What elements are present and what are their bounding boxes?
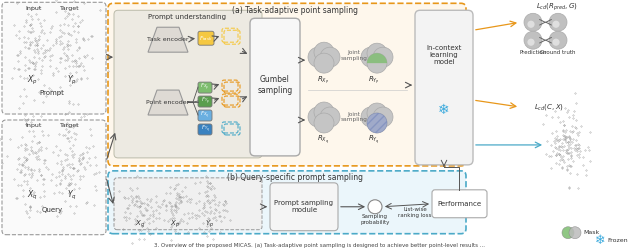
Text: Prediction: Prediction xyxy=(520,50,547,55)
Text: $X_q$: $X_q$ xyxy=(135,219,145,231)
Circle shape xyxy=(314,42,334,62)
Text: $F_{X_q}$: $F_{X_q}$ xyxy=(200,110,209,121)
FancyBboxPatch shape xyxy=(114,178,262,230)
Text: Mask: Mask xyxy=(583,230,599,235)
Circle shape xyxy=(367,53,387,73)
Text: (b) Query-specific prompt sampling: (b) Query-specific prompt sampling xyxy=(227,173,363,182)
Text: ❄: ❄ xyxy=(438,103,450,117)
Circle shape xyxy=(367,43,387,63)
Text: In-context
learning
model: In-context learning model xyxy=(426,45,461,65)
Text: $F_{Y_q}$: $F_{Y_q}$ xyxy=(200,124,209,135)
Circle shape xyxy=(314,53,334,73)
Text: Target: Target xyxy=(60,124,80,128)
FancyBboxPatch shape xyxy=(415,10,473,165)
Circle shape xyxy=(314,102,334,122)
FancyBboxPatch shape xyxy=(2,2,106,114)
Text: Point encoder: Point encoder xyxy=(147,100,189,105)
Text: $R_{X_P}$: $R_{X_P}$ xyxy=(317,75,329,86)
Circle shape xyxy=(308,107,328,127)
Text: $Y_p$: $Y_p$ xyxy=(67,73,77,87)
Text: $X_p$: $X_p$ xyxy=(170,219,180,231)
Circle shape xyxy=(320,107,340,127)
Text: $R_{Y_P}$: $R_{Y_P}$ xyxy=(368,75,380,86)
Circle shape xyxy=(562,227,574,239)
Text: $Y_p$: $Y_p$ xyxy=(205,219,214,231)
FancyBboxPatch shape xyxy=(198,82,212,93)
FancyBboxPatch shape xyxy=(432,190,487,218)
Circle shape xyxy=(367,113,387,133)
Wedge shape xyxy=(367,53,387,63)
FancyBboxPatch shape xyxy=(198,31,214,45)
Polygon shape xyxy=(148,27,188,52)
Text: Ground truth: Ground truth xyxy=(540,50,576,55)
Text: $L_{cd}(C,X)$: $L_{cd}(C,X)$ xyxy=(534,102,564,112)
Circle shape xyxy=(308,47,328,67)
Text: $F_{task}$: $F_{task}$ xyxy=(199,34,212,43)
Text: Performance: Performance xyxy=(437,201,481,207)
Text: Joint
sampling: Joint sampling xyxy=(340,50,367,61)
Text: Task encoder: Task encoder xyxy=(147,37,189,42)
Circle shape xyxy=(361,47,381,67)
Text: Prompt sampling
module: Prompt sampling module xyxy=(275,200,333,213)
Circle shape xyxy=(569,227,581,239)
Polygon shape xyxy=(148,90,188,115)
Text: Target: Target xyxy=(60,6,80,11)
FancyBboxPatch shape xyxy=(198,110,212,121)
Circle shape xyxy=(527,21,534,28)
FancyBboxPatch shape xyxy=(198,124,212,135)
Text: Query: Query xyxy=(42,207,63,213)
Circle shape xyxy=(524,13,542,31)
FancyBboxPatch shape xyxy=(198,96,212,107)
Text: $X_q$: $X_q$ xyxy=(27,189,37,202)
FancyBboxPatch shape xyxy=(114,10,262,158)
Circle shape xyxy=(367,113,387,133)
Circle shape xyxy=(527,39,534,46)
Text: 3. Overview of the proposed MICAS. (a) Task-adaptive point sampling is designed : 3. Overview of the proposed MICAS. (a) T… xyxy=(154,243,486,248)
Text: Frozen: Frozen xyxy=(607,238,628,243)
Circle shape xyxy=(320,47,340,67)
Text: $F_{Y_p}$: $F_{Y_p}$ xyxy=(200,96,209,107)
Text: $Y_q$: $Y_q$ xyxy=(67,189,77,202)
Circle shape xyxy=(549,13,567,31)
Circle shape xyxy=(373,107,393,127)
Text: Gumbel
sampling: Gumbel sampling xyxy=(257,75,292,95)
FancyBboxPatch shape xyxy=(2,120,106,235)
Text: Input: Input xyxy=(26,6,42,11)
Circle shape xyxy=(373,47,393,67)
Text: $F_{X_p}$: $F_{X_p}$ xyxy=(200,82,209,93)
FancyBboxPatch shape xyxy=(270,183,338,231)
Text: $R_{X_q}$: $R_{X_q}$ xyxy=(317,134,329,146)
Text: Prompt understanding: Prompt understanding xyxy=(148,14,226,20)
Circle shape xyxy=(552,21,559,28)
Circle shape xyxy=(367,103,387,123)
Text: Prompt: Prompt xyxy=(40,90,65,96)
Circle shape xyxy=(361,107,381,127)
Circle shape xyxy=(368,200,382,214)
Text: (a) Task-adaptive point sampling: (a) Task-adaptive point sampling xyxy=(232,6,358,15)
Circle shape xyxy=(524,31,542,49)
Circle shape xyxy=(549,31,567,49)
FancyBboxPatch shape xyxy=(250,18,300,156)
Text: Sampling
probability: Sampling probability xyxy=(360,214,390,225)
Text: List-wise
ranking loss: List-wise ranking loss xyxy=(398,207,432,218)
Text: $X_p$: $X_p$ xyxy=(27,73,37,87)
Text: Input: Input xyxy=(26,124,42,128)
Text: ❄: ❄ xyxy=(595,234,605,247)
Circle shape xyxy=(552,39,559,46)
Text: Joint
sampling: Joint sampling xyxy=(340,112,367,123)
Text: $L_{cd}(R_{pred},G)$: $L_{cd}(R_{pred},G)$ xyxy=(536,1,578,13)
Text: $R_{Y_q}$: $R_{Y_q}$ xyxy=(368,134,380,146)
FancyBboxPatch shape xyxy=(108,171,466,234)
Circle shape xyxy=(314,113,334,133)
FancyBboxPatch shape xyxy=(108,3,466,166)
